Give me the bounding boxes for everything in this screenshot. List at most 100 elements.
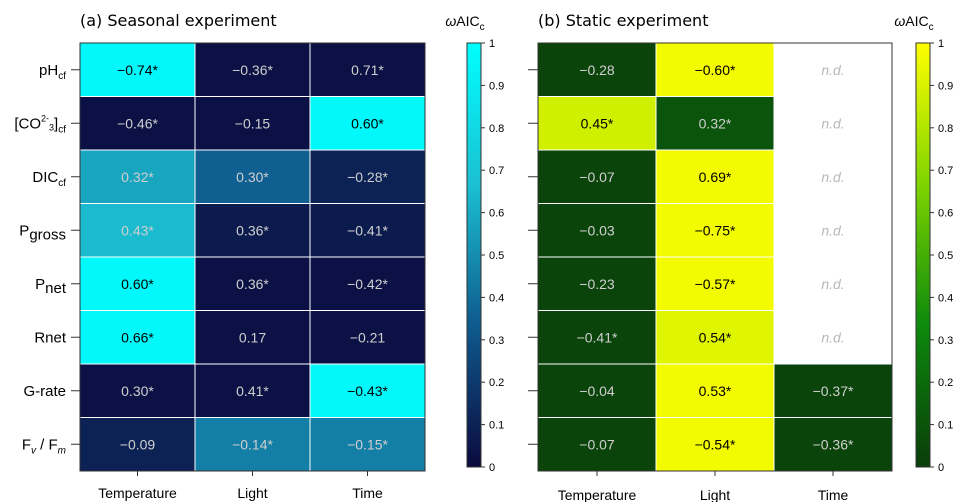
cell-value-label: −0.23 (579, 276, 615, 292)
row-label: Rnet (34, 329, 67, 346)
heatmap-cell (537, 256, 657, 311)
chart-title: (b) Static experiment (538, 11, 708, 30)
cell-value-label: 0.43* (121, 222, 154, 238)
heatmap-cell (655, 256, 775, 311)
cell-value-label: 0.71* (351, 62, 384, 78)
cell-value-label: 0.66* (121, 329, 154, 345)
cell-value-label: 0.36* (236, 276, 269, 292)
cell-value-label: −0.36* (813, 436, 854, 452)
cell-value-label: −0.54* (695, 436, 736, 452)
cell-value-label: 0.17 (239, 329, 266, 345)
heatmap-cell (655, 42, 775, 97)
heatmap-cell (655, 417, 775, 472)
colorbar-tick-label: 0.4 (938, 292, 953, 304)
colorbar-tick-label: 1 (489, 38, 495, 50)
cell-value-label: n.d. (821, 329, 844, 345)
heatmap-cell (655, 149, 775, 204)
colorbar-tick-label: 0.2 (938, 377, 953, 389)
colorbar-label: ωAICc (445, 13, 484, 33)
heatmap-cell (655, 310, 775, 365)
chart-title: (a) Seasonal experiment (80, 11, 277, 30)
heatmap-cell (194, 42, 311, 97)
colorbar-tick-label: 0.6 (489, 208, 504, 220)
cell-value-label: −0.28 (579, 62, 615, 78)
column-label: Temperature (558, 487, 637, 502)
row-label: DICcf (32, 169, 66, 189)
heatmap-cell (773, 417, 893, 472)
colorbar-tick-label: 0.3 (938, 335, 953, 347)
cell-value-label: −0.14* (232, 436, 273, 452)
colorbar-tick-label: 0.4 (489, 292, 504, 304)
heatmap-cell (194, 417, 311, 472)
colorbar-tick-label: 0.3 (489, 335, 504, 347)
heatmap-cell (194, 310, 311, 365)
colorbar-tick-label: 0.1 (938, 420, 953, 432)
cell-value-label: 0.69* (699, 169, 732, 185)
column-label: Light (700, 487, 730, 502)
cell-value-label: −0.42* (347, 276, 388, 292)
heatmap-cell (773, 42, 893, 97)
cell-value-label: −0.36* (232, 62, 273, 78)
heatmap-cell (79, 256, 196, 311)
cell-value-label: −0.28* (347, 169, 388, 185)
colorbar-tick-label: 0.8 (938, 123, 953, 135)
cell-value-label: 0.54* (699, 329, 732, 345)
cell-value-label: 0.60* (121, 276, 154, 292)
cell-value-label: n.d. (821, 169, 844, 185)
cell-value-label: −0.15 (235, 115, 271, 131)
cell-value-label: −0.74* (117, 62, 158, 78)
cell-value-label: −0.07 (579, 169, 615, 185)
column-label: Temperature (98, 485, 177, 501)
colorbar-tick-label: 0.9 (938, 80, 953, 92)
heatmap-cell (309, 363, 426, 418)
cell-value-label: −0.46* (117, 115, 158, 131)
colorbar-tick-label: 0 (489, 462, 495, 474)
colorbar-tick-label: 0.5 (938, 250, 953, 262)
heatmap-cell (309, 310, 426, 365)
colorbar-tick-label: 0.9 (489, 80, 504, 92)
cell-value-label: −0.07 (579, 436, 615, 452)
row-label: Pnet (35, 276, 67, 297)
row-label: pHcf (39, 62, 66, 82)
colorbar-tick-label: 0.1 (489, 420, 504, 432)
heatmap-cell (79, 203, 196, 258)
cell-value-label: n.d. (821, 115, 844, 131)
colorbar (915, 42, 931, 468)
heatmap-cell (79, 417, 196, 472)
cell-value-label: n.d. (821, 276, 844, 292)
heatmap-cell (773, 256, 893, 311)
cell-value-label: −0.37* (813, 383, 854, 399)
cell-value-label: 0.32* (121, 169, 154, 185)
row-label: G-rate (23, 383, 66, 400)
heatmap-cell (194, 256, 311, 311)
cell-value-label: 0.30* (121, 383, 154, 399)
column-label: Light (237, 485, 267, 501)
cell-value-label: 0.32* (699, 115, 732, 131)
cell-value-label: −0.03 (579, 222, 615, 238)
colorbar-tick-label: 0.7 (489, 165, 504, 177)
heatmap-cell (79, 363, 196, 418)
cell-value-label: n.d. (821, 222, 844, 238)
heatmap-cell (537, 203, 657, 258)
heatmap-cell (194, 363, 311, 418)
panel-static: (b) Static experiment −0.28 −0.60* n.d. 0.45… (528, 11, 953, 502)
heatmap-cell (773, 363, 893, 418)
colorbar-tick-label: 0 (938, 462, 944, 474)
row-label: [CO2-3]cf (14, 113, 66, 135)
cell-value-label: −0.41* (577, 329, 618, 345)
heatmap-cell (655, 96, 775, 151)
cell-value-label: −0.41* (347, 222, 388, 238)
heatmap-cell (309, 203, 426, 258)
colorbar-tick-label: 0.2 (489, 377, 504, 389)
cell-value-label: 0.36* (236, 222, 269, 238)
cell-value-label: −0.75* (695, 222, 736, 238)
heatmap-cell (773, 96, 893, 151)
column-label: Time (818, 487, 849, 502)
cell-value-label: −0.21 (350, 329, 386, 345)
heatmap-cell (537, 363, 657, 418)
cell-value-label: 0.53* (699, 383, 732, 399)
heatmap-cell (194, 96, 311, 151)
heatmap-cell (773, 203, 893, 258)
heatmap-cell (79, 42, 196, 97)
